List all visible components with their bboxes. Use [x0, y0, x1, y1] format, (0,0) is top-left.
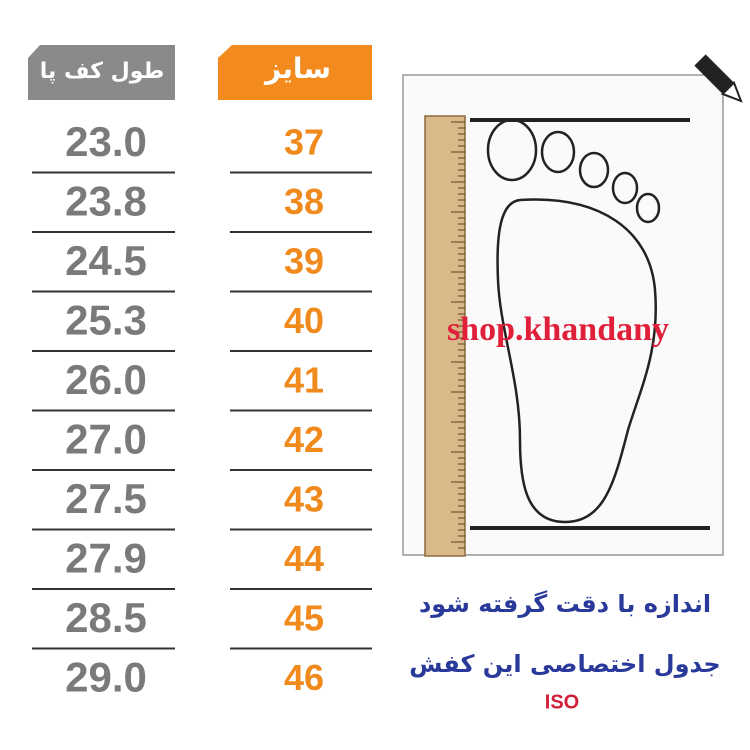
watermark: shop.khandany [447, 311, 669, 348]
sole [496, 198, 657, 524]
note: جدول اختصاصی این کفش [409, 650, 720, 678]
shoe-size: 37 [284, 121, 324, 162]
size-header: سایز [263, 52, 331, 85]
shoe-size: 43 [284, 478, 324, 519]
length-header: طول کف پا [40, 59, 164, 84]
foot-length: 27.9 [65, 534, 147, 581]
toe [611, 171, 639, 205]
shoe-size: 45 [284, 597, 324, 638]
toe [486, 118, 538, 182]
shoe-size: 38 [284, 181, 324, 222]
pencil-icon [694, 54, 743, 103]
shoe-size: 40 [284, 300, 324, 341]
toe [540, 130, 576, 174]
table-rows: 23.0 37 23.8 38 24.5 39 25.3 40 26.0 41 27.0 42 27.5… [32, 118, 372, 700]
shoe-size: 44 [284, 538, 324, 579]
foot-length: 25.3 [65, 296, 147, 343]
ruler [424, 115, 466, 557]
foot-length: 29.0 [65, 653, 147, 700]
standard-label: ISO [545, 691, 579, 713]
foot-length: 26.0 [65, 356, 147, 403]
ruler-ticks [451, 121, 465, 549]
toe [578, 151, 610, 189]
toe [635, 192, 661, 224]
foot-length: 27.0 [65, 415, 147, 462]
foot-length: 28.5 [65, 594, 147, 641]
foot-length: 24.5 [65, 237, 147, 284]
foot-length: 23.0 [65, 118, 147, 165]
shoe-size: 39 [284, 240, 324, 281]
shoe-size: 46 [284, 657, 324, 698]
size-header-tab [218, 45, 372, 100]
shoe-size: 41 [284, 359, 324, 400]
note: اندازه با دقت گرفته شود [419, 590, 711, 618]
foot-length: 23.8 [65, 177, 147, 224]
length-header-tab [28, 45, 175, 100]
shoe-size: 42 [284, 419, 324, 460]
foot-length: 27.5 [65, 475, 147, 522]
foot-outline [486, 118, 661, 524]
